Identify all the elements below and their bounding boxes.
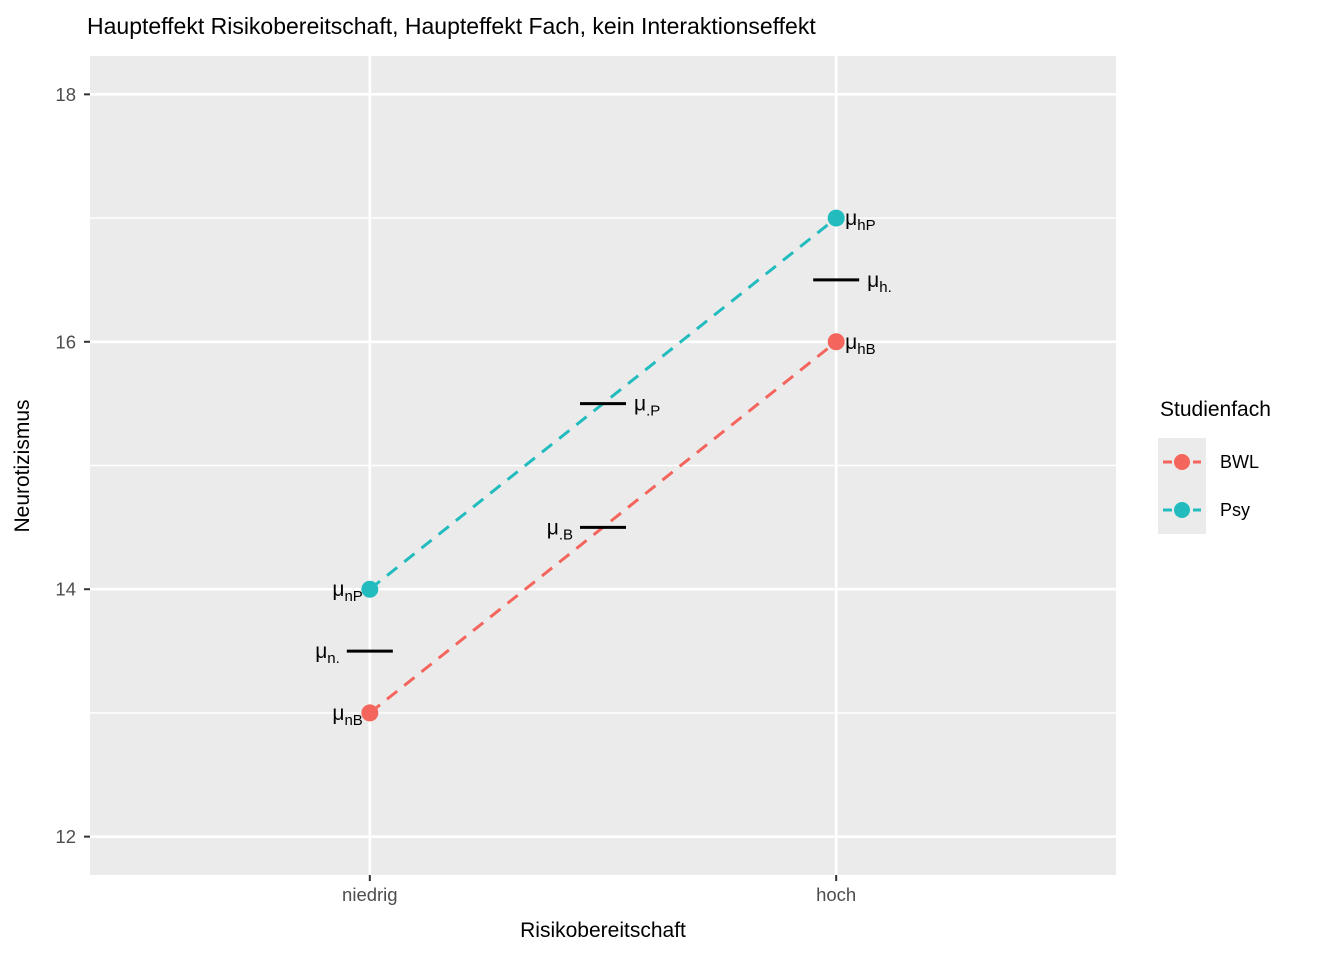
legend-glyph-Psy [1163, 502, 1201, 518]
legend-glyph-BWL [1163, 454, 1201, 470]
x-axis-title: Risikobereitschaft [520, 919, 686, 942]
legend-key-BWL [1158, 438, 1206, 486]
data-point-BWL-niedrig [361, 704, 379, 722]
data-point-Psy-hoch [827, 209, 845, 227]
y-tick-label-12: 12 [55, 826, 76, 847]
legend-key-Psy [1158, 486, 1206, 534]
legend-title: Studienfach [1160, 398, 1271, 421]
annotation-mu-n.: μn. [315, 640, 340, 667]
annotation-mu-nB: μnB [332, 702, 362, 729]
legend-entry-BWL: BWL [1158, 438, 1338, 486]
annotation-mu-.P: μ.P [634, 393, 660, 420]
data-point-BWL-hoch [827, 333, 845, 351]
legend-entries: BWL Psy [1158, 438, 1338, 534]
plot-title: Haupteffekt Risikobereitschaft, Haupteff… [87, 13, 816, 39]
y-tick-label-16: 16 [55, 331, 76, 352]
legend-entry-label: BWL [1220, 451, 1260, 472]
annotation-mu-hP: μhP [845, 207, 875, 234]
y-axis-title: Neurotizismus [11, 399, 34, 533]
y-tick-label-18: 18 [55, 84, 76, 105]
annotation-mu-hB: μhB [845, 331, 875, 358]
x-tick-label-hoch: hoch [816, 884, 856, 905]
x-tick-label-niedrig: niedrig [342, 884, 398, 905]
legend-entry-Psy: Psy [1158, 486, 1338, 534]
y-tick-label-14: 14 [55, 579, 76, 600]
data-point-Psy-niedrig [361, 580, 379, 598]
annotation-mu-.B: μ.B [547, 516, 573, 543]
legend: Studienfach BWL Psy [1158, 398, 1338, 534]
annotation-mu-h.: μh. [867, 269, 892, 296]
annotation-mu-nP: μnP [332, 578, 362, 605]
legend-entry-label: Psy [1220, 499, 1251, 520]
